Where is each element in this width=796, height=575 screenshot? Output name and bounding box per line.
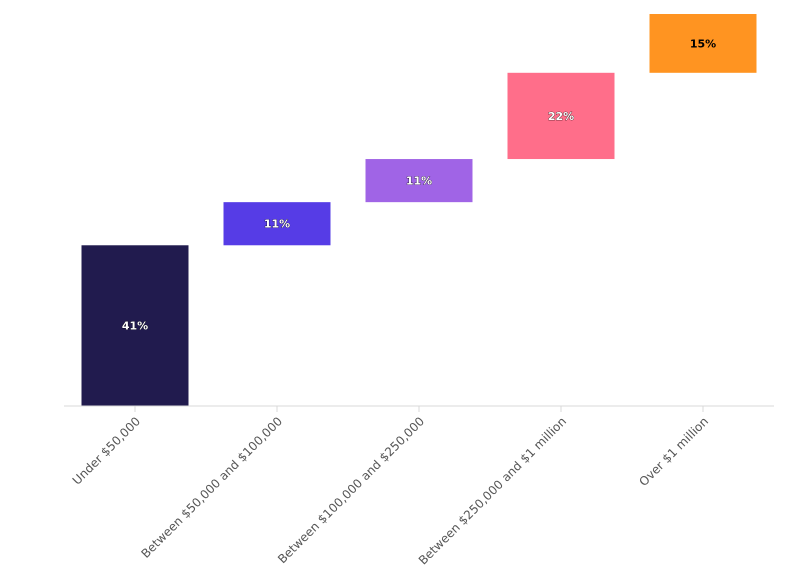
ticks-group (134, 406, 704, 412)
bars-group (81, 14, 757, 406)
value-label-5: 15% (690, 37, 716, 50)
value-label-4: 22% (548, 110, 574, 123)
value-label-2: 11% (264, 218, 290, 231)
bar-4 (507, 72, 615, 160)
bar-3 (365, 159, 473, 203)
x-tick-label-1: Under $50,000 (70, 414, 143, 487)
x-tick-label-3: Between $100,000 and $250,000 (275, 414, 427, 566)
bar-2 (223, 202, 331, 246)
value-label-1: 41% (122, 320, 148, 333)
value-labels-group: 41% 11% 11% 22% 15% (122, 37, 717, 333)
bar-1 (81, 245, 189, 406)
bar-5 (649, 14, 757, 73)
x-tick-label-4: Between $250,000 and $1 million (416, 414, 569, 567)
x-tick-label-2: Between $50,000 and $100,000 (138, 414, 285, 561)
x-tick-label-5: Over $1 million (636, 414, 711, 489)
value-label-3: 11% (406, 175, 432, 188)
